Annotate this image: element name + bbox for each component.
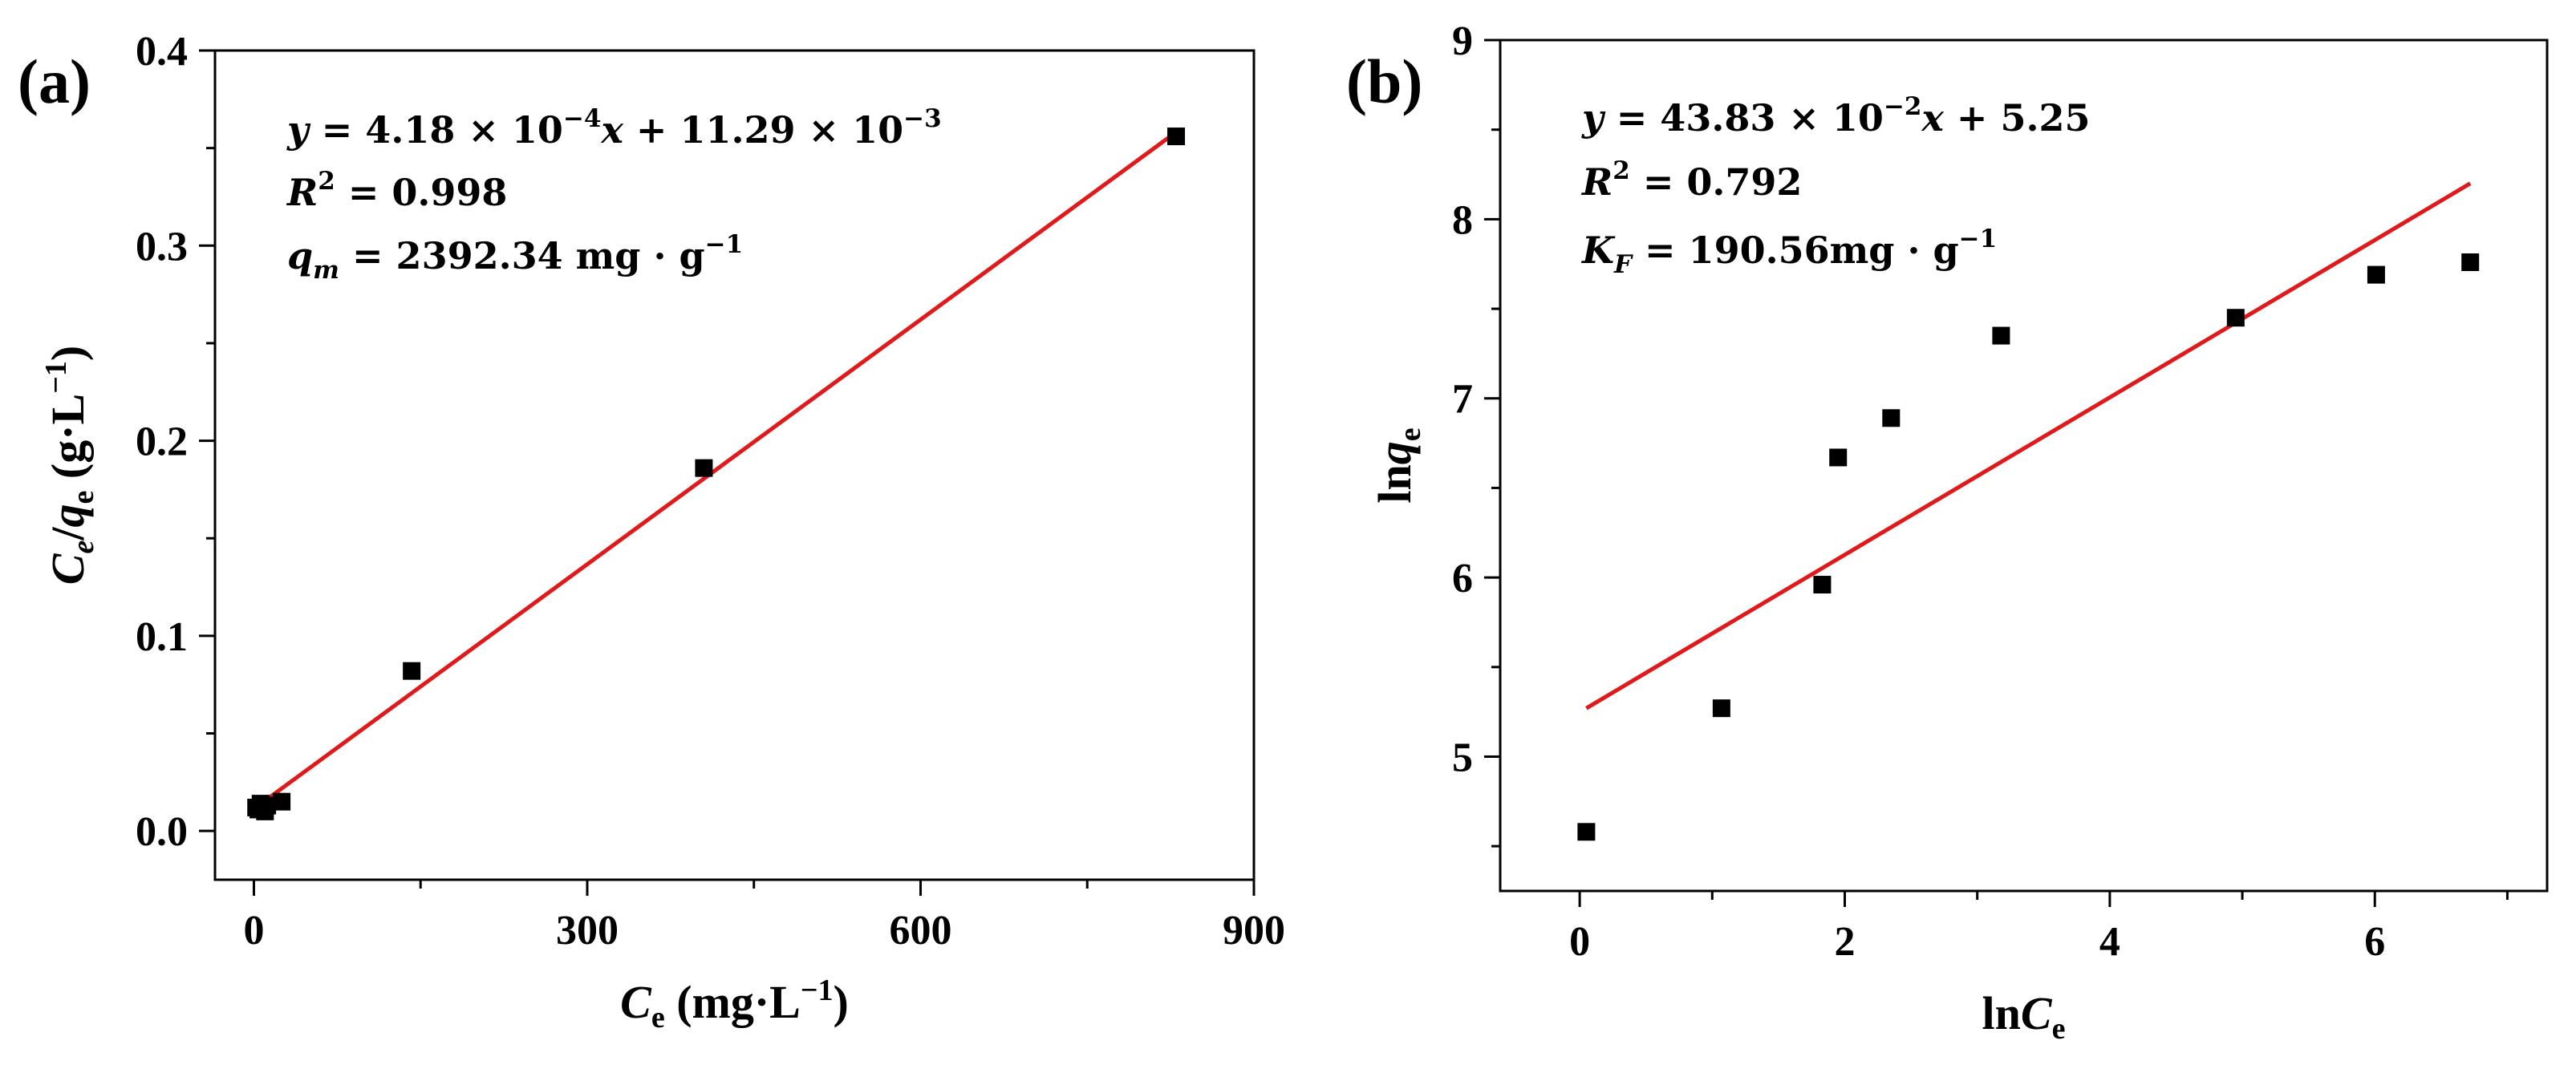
y-tick-label: 5 <box>1452 735 1473 780</box>
data-point <box>1167 128 1186 146</box>
plot-frame <box>1499 38 2549 893</box>
y-tick-label: 0.3 <box>136 224 188 269</box>
data-point <box>2367 265 2385 284</box>
fit-annotation: y = 4.18 × 10−4x + 11.29 × 10−3 <box>286 104 942 152</box>
panel-label: (a) <box>18 47 91 116</box>
x-tick-label: 600 <box>889 908 951 954</box>
fit-annotation: y = 43.83 × 10−2x + 5.25 <box>1581 92 2091 140</box>
data-point <box>2461 253 2480 271</box>
chart-panel-a: 0 300 600 900 0.0 0.1 0.2 0.3 0.4 (a) y = 4.18 × 1… <box>18 29 1285 1035</box>
x-tick-label: 4 <box>2099 919 2120 965</box>
fit-annotation: R2 = 0.998 <box>286 167 507 214</box>
y-axis-title: Ce/qe (g·L−1) <box>39 346 100 585</box>
y-tick-label: 0.1 <box>136 614 188 660</box>
y-tick-label: 6 <box>1452 556 1473 601</box>
x-tick-label: 900 <box>1223 908 1285 954</box>
x-tick-label: 300 <box>556 908 619 954</box>
y-tick-label: 7 <box>1452 377 1473 423</box>
y-axis-title: lnqe <box>1369 427 1427 503</box>
fit-line <box>252 130 1178 811</box>
x-axis-title: lnCe <box>1982 987 2066 1046</box>
y-tick-label: 0.0 <box>136 809 188 855</box>
y-tick-label: 0.4 <box>136 29 188 75</box>
data-point <box>1829 448 1848 467</box>
y-tick-label: 0.2 <box>136 419 188 465</box>
data-point <box>1882 409 1901 427</box>
data-point <box>1992 326 2010 345</box>
panel-label: (b) <box>1346 47 1422 116</box>
fit-annotation: KF = 190.56mg · g−1 <box>1580 225 1997 279</box>
data-point <box>2226 309 2245 327</box>
y-tick-label: 9 <box>1452 18 1473 64</box>
x-tick-label: 0 <box>243 908 264 954</box>
fit-annotation: qm = 2392.34 mg · g−1 <box>287 230 743 285</box>
data-point <box>403 662 421 680</box>
fit-line <box>1585 181 2472 711</box>
fit-annotation: R2 = 0.792 <box>1580 156 1802 204</box>
data-point <box>258 796 277 815</box>
x-tick-label: 0 <box>1569 919 1590 965</box>
chart-panel-b: 0 2 4 6 5 6 7 8 9 (b) y = 43.83 × 10−2x + 5.25 R2 =… <box>1346 18 2549 1046</box>
data-point <box>273 792 291 811</box>
x-axis-title: Ce (mg·L−1) <box>620 974 849 1035</box>
x-tick-label: 6 <box>2364 919 2385 965</box>
data-point <box>1813 576 1832 594</box>
data-point <box>1712 699 1730 718</box>
data-point <box>1577 823 1596 841</box>
plot-frame <box>213 49 1256 881</box>
x-tick-label: 2 <box>1834 919 1855 965</box>
data-point <box>695 459 713 477</box>
y-tick-label: 8 <box>1452 197 1473 243</box>
